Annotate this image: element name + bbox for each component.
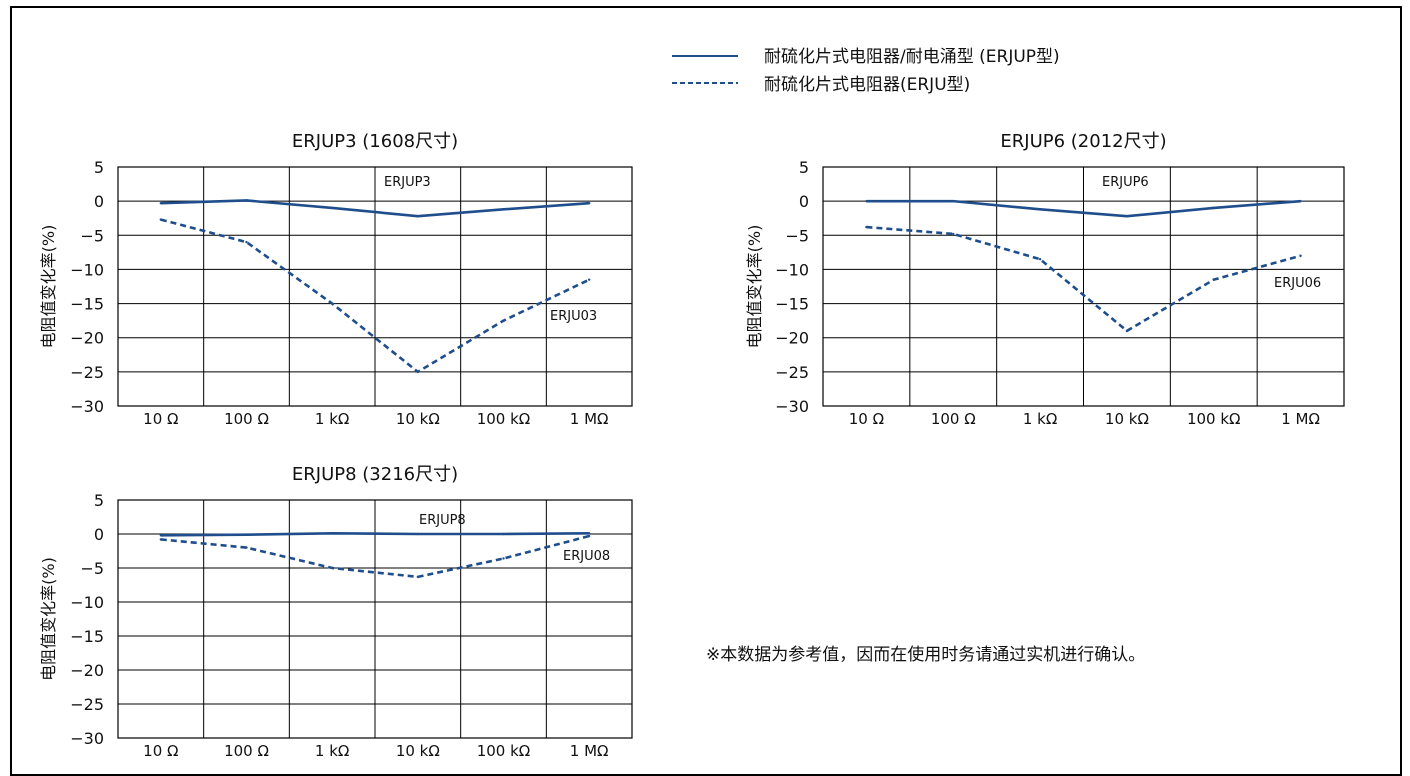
- legend-solid-label: 耐硫化片式电阻器/耐电涌型 (ERJUP型): [764, 47, 1060, 67]
- legend: 耐硫化片式电阻器/耐电涌型 (ERJUP型) 耐硫化片式电阻器(ERJU型): [672, 47, 1060, 95]
- reference-note: ※本数据为参考值，因而在使用时务请通过实机进行确认。: [706, 645, 1146, 665]
- legend-dashed-label: 耐硫化片式电阻器(ERJU型): [764, 75, 970, 95]
